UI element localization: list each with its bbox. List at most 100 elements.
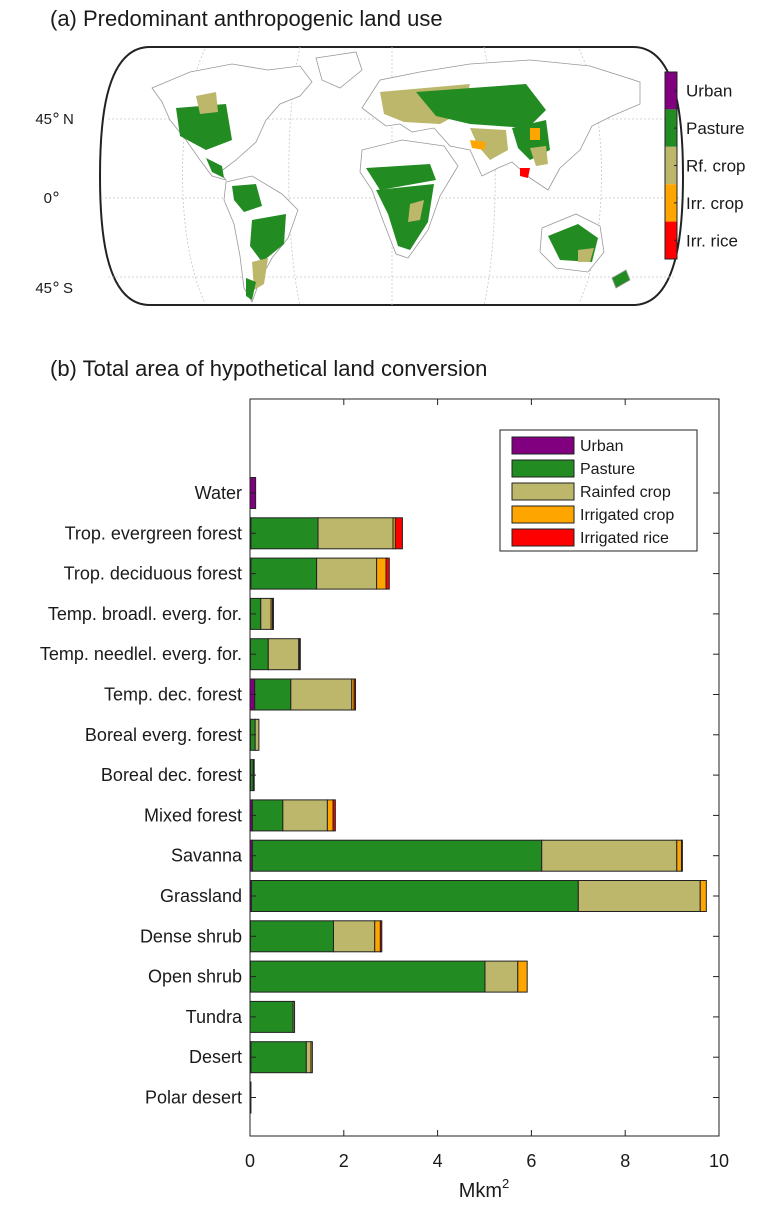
bar-segment xyxy=(249,1000,294,1033)
x-tick-label: 8 xyxy=(620,1151,630,1171)
degree-symbol xyxy=(53,281,59,287)
chart-panel-title: (b) Total area of hypothetical land conv… xyxy=(50,356,488,381)
bar-segment xyxy=(316,557,378,590)
colorbar-swatch xyxy=(665,184,677,222)
bar-segment xyxy=(282,799,328,832)
y-tick-label: Open shrub xyxy=(148,967,242,987)
y-tick-label: Savanna xyxy=(171,846,243,866)
colorbar-swatch xyxy=(665,221,677,259)
x-tick-label: 4 xyxy=(433,1151,443,1171)
y-tick-label: Trop. evergreen forest xyxy=(65,523,242,543)
bar-segment xyxy=(317,517,394,550)
bar-segment xyxy=(250,1041,307,1074)
colorbar-swatch xyxy=(665,146,677,185)
bar-segment xyxy=(376,557,387,590)
y-tick-label: Temp. needlel. everg. for. xyxy=(40,644,242,664)
y-tick-label: Temp. broadl. everg. for. xyxy=(48,604,242,624)
y-tick-label: Polar desert xyxy=(145,1088,242,1108)
bar-segment xyxy=(251,799,284,832)
colorbar-label: Urban xyxy=(686,82,732,101)
legend-label: Pasture xyxy=(580,461,635,478)
bar-segment xyxy=(385,557,390,590)
colorbar-swatch xyxy=(665,72,677,110)
greenland xyxy=(315,51,363,89)
legend-swatch xyxy=(511,436,575,455)
y-tick-label: Dense shrub xyxy=(140,926,242,946)
bar-segment xyxy=(250,517,319,550)
bar-segment xyxy=(332,799,336,832)
x-axis-ticks: 0 2 4 6 8 10 xyxy=(245,399,729,1171)
colorbar-label: Pasture xyxy=(686,119,745,138)
bar-segment xyxy=(299,638,301,671)
y-axis-ticks: Water Trop. evergreen forest Trop. deciduo… xyxy=(40,483,719,1108)
legend-swatch xyxy=(511,482,575,501)
y-tick-label: Boreal everg. forest xyxy=(85,725,242,745)
bar-segment xyxy=(249,920,334,953)
colorbar-label: Rf. crop xyxy=(686,157,746,176)
bar-segment xyxy=(332,920,376,953)
legend-label: Urban xyxy=(580,438,624,455)
latitude-label-degrees: 45 xyxy=(35,280,52,297)
latitude-labels: 45 N 0 45 S xyxy=(35,111,74,297)
bar-segment xyxy=(394,517,403,550)
latitude-label: 45 xyxy=(35,111,52,128)
latitude-hemisphere: N xyxy=(63,111,74,128)
bar-segment xyxy=(353,678,357,711)
colorbar-label: Irr. crop xyxy=(686,194,744,213)
bar-segment xyxy=(305,1041,312,1074)
bar-segment xyxy=(267,638,300,671)
bar-segment xyxy=(290,678,353,711)
world-land-use-map: 45 N 0 45 S Urban Pasture Rf. crop Irr. crop Irr… xyxy=(35,46,746,306)
colorbar-swatch xyxy=(665,109,677,147)
bar-segment xyxy=(541,839,678,872)
legend-swatch xyxy=(511,459,575,478)
bar-segment xyxy=(484,960,519,993)
legend-label: Rainfed crop xyxy=(580,484,671,501)
bar-segment xyxy=(260,597,272,630)
latitude-label-degrees: 45 xyxy=(35,111,52,128)
degree-symbol xyxy=(53,191,59,197)
bar-segment xyxy=(254,678,292,711)
latitude-label: 0 xyxy=(44,190,52,207)
y-tick-label: Tundra xyxy=(186,1007,243,1027)
legend-label: Irrigated crop xyxy=(580,507,674,524)
y-tick-label: Grassland xyxy=(160,886,242,906)
latitude-label: 45 xyxy=(35,280,52,297)
y-tick-label: Boreal dec. forest xyxy=(101,765,242,785)
y-tick-label: Water xyxy=(195,483,242,503)
x-tick-label: 10 xyxy=(709,1151,729,1171)
bar-segment xyxy=(251,839,543,872)
legend-swatch xyxy=(511,505,575,524)
x-axis-label-superscript: 2 xyxy=(502,1176,509,1191)
north-america xyxy=(151,63,313,181)
legend-swatch xyxy=(511,528,575,547)
y-tick-label: Trop. deciduous forest xyxy=(64,564,242,584)
bar-segment xyxy=(250,880,579,912)
bar-stacks xyxy=(249,477,707,1114)
stacked-bar-chart: Water Trop. evergreen forest Trop. deciduo… xyxy=(40,398,729,1202)
colorbar-frame xyxy=(664,71,678,260)
map-colorbar: Urban Pasture Rf. crop Irr. crop Irr. rice xyxy=(664,71,746,260)
bar-segment xyxy=(272,597,274,630)
bar-segment xyxy=(374,920,381,953)
x-tick-label: 6 xyxy=(526,1151,536,1171)
x-axis-label-unit: Mkm xyxy=(459,1180,502,1202)
bar-segment xyxy=(310,1041,313,1074)
latitude-hemisphere: S xyxy=(63,280,73,297)
y-tick-label: Temp. dec. forest xyxy=(104,685,242,705)
map-panel-title: (a) Predominant anthropogenic land use xyxy=(50,6,443,31)
colorbar-label: Irr. rice xyxy=(686,231,738,250)
bar-segment xyxy=(517,960,528,993)
bar-segment xyxy=(577,880,701,912)
y-tick-label: Mixed forest xyxy=(144,805,242,825)
bar-segment xyxy=(699,880,707,912)
legend-label: Irrigated rice xyxy=(580,530,669,547)
continent-outlines xyxy=(151,51,641,303)
x-tick-label: 2 xyxy=(339,1151,349,1171)
bar-segment xyxy=(680,839,683,872)
latitude-label-degrees: 0 xyxy=(44,190,52,207)
degree-symbol xyxy=(53,112,59,118)
chart-legend: Urban Pasture Rainfed crop Irrigated crop Ir… xyxy=(499,429,698,552)
y-tick-label: Desert xyxy=(189,1047,242,1067)
